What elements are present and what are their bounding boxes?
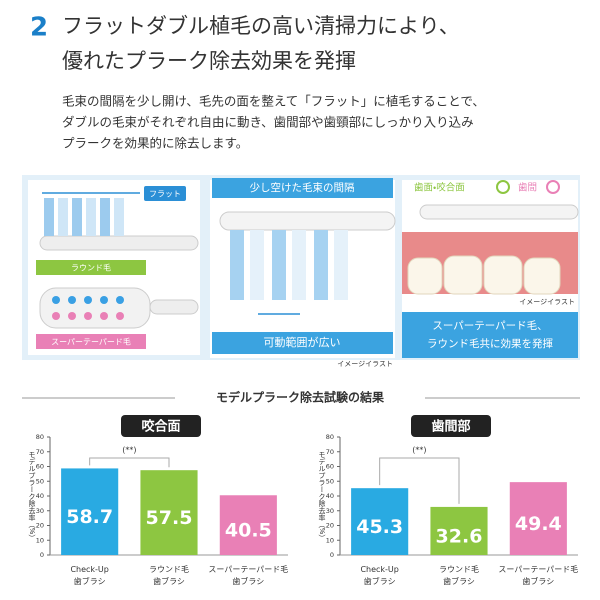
title-line: 優れたプラーク除去効果を発揮 [62, 49, 356, 73]
y-tick-label: 30 [36, 507, 44, 515]
x-tick-label: ラウンド毛歯ブラシ [149, 564, 189, 586]
middle-title: 少し空けた毛束の間隔 [250, 181, 355, 194]
y-tick-label: 40 [326, 492, 334, 500]
value-label: 45.3 [356, 516, 403, 538]
y-tick-label: 80 [326, 433, 334, 441]
tapered-label: スーパーテーパード毛 [51, 337, 131, 347]
x-tick-label: Check-Up 歯ブラシ [70, 565, 108, 586]
bar [351, 488, 409, 555]
bar [61, 468, 119, 555]
value-label: 40.5 [225, 520, 272, 542]
x-tick-label: Check-Up 歯ブラシ [360, 565, 398, 586]
teeth [407, 255, 561, 295]
middle-caption-bar [212, 332, 393, 354]
significance-label: (**) [412, 446, 426, 455]
brush-head [219, 211, 396, 231]
x-tick-label: ラウンド毛歯ブラシ [439, 564, 479, 586]
chart-title-bg [411, 415, 491, 437]
chart-title: 歯間部 [431, 419, 470, 435]
y-tick-label: 10 [36, 536, 44, 544]
round-tag [36, 260, 146, 275]
right-caption-bar [402, 312, 578, 358]
middle-title-bar [212, 178, 393, 198]
tapered-tag [36, 334, 146, 349]
description-line: 毛束の間隔を少し開け、毛先の面を整えて「フラット」に植毛することで、 [62, 94, 485, 109]
y-tick-label: 40 [36, 492, 44, 500]
results-title: モデルプラーク除去試験の結果 [216, 390, 384, 405]
bar [140, 470, 198, 555]
round-brush [39, 198, 199, 251]
y-tick-label: 60 [326, 463, 334, 471]
flat-tag [144, 186, 186, 201]
legend-dot [546, 180, 560, 194]
x-tick-label: スーパーテーパード毛歯ブラシ [208, 564, 288, 586]
y-tick-label: 30 [326, 507, 334, 515]
y-tick-label: 20 [326, 522, 334, 530]
value-label: 57.5 [146, 507, 193, 529]
chart-title-bg [121, 415, 201, 437]
right-caption: ラウンド毛共に効果を発揮 [427, 337, 553, 350]
bristles [230, 230, 348, 300]
description-line: ダブルの毛束がそれぞれ自由に動き、歯間部や歯頸部にしっかり入り込み [62, 115, 474, 130]
brush-head [419, 204, 579, 220]
y-tick-label: 20 [36, 522, 44, 530]
image-note: イメージイラスト [519, 298, 575, 306]
significance-bracket [89, 457, 170, 468]
right-caption: スーパーテーパード毛、 [432, 320, 547, 332]
value-label: 58.7 [66, 506, 113, 528]
bar [430, 506, 488, 555]
y-tick-label: 70 [326, 448, 334, 456]
round-label: ラウンド毛 [71, 263, 111, 273]
tapered-brush [39, 287, 199, 329]
bar [219, 495, 277, 555]
y-tick-label: 50 [326, 477, 334, 485]
image-note: イメージイラスト [337, 360, 393, 368]
description-line: プラークを効果的に除去します。 [62, 136, 248, 151]
title-line: フラットダブル植毛の高い清掃力により、 [62, 14, 460, 38]
y-tick-label: 10 [326, 536, 334, 544]
y-axis-label: モデルプラーク除去率（%） [28, 451, 36, 542]
legend-surface: 歯面・咬合面 [414, 182, 465, 194]
significance-label: (**) [122, 446, 136, 455]
y-tick-label: 0 [40, 551, 44, 559]
value-label: 49.4 [515, 513, 562, 535]
significance-bracket [379, 457, 460, 504]
y-tick-label: 60 [36, 463, 44, 471]
y-tick-label: 0 [330, 551, 334, 559]
value-label: 32.6 [436, 525, 483, 547]
x-tick-label: スーパーテーパード毛歯ブラシ [498, 564, 578, 586]
middle-caption: 可動範囲が広い [264, 335, 341, 349]
y-tick-label: 80 [36, 433, 44, 441]
section-number: 2 [30, 13, 48, 43]
legend-dot [496, 180, 510, 194]
legend-gap: 歯間 [518, 183, 537, 194]
flat-label: フラット [149, 190, 181, 199]
y-axis-label: モデルプラーク除去率（%） [318, 451, 326, 542]
y-tick-label: 70 [36, 448, 44, 456]
bar [509, 482, 567, 555]
y-tick-label: 50 [36, 477, 44, 485]
chart-title: 咬合面 [141, 419, 180, 435]
